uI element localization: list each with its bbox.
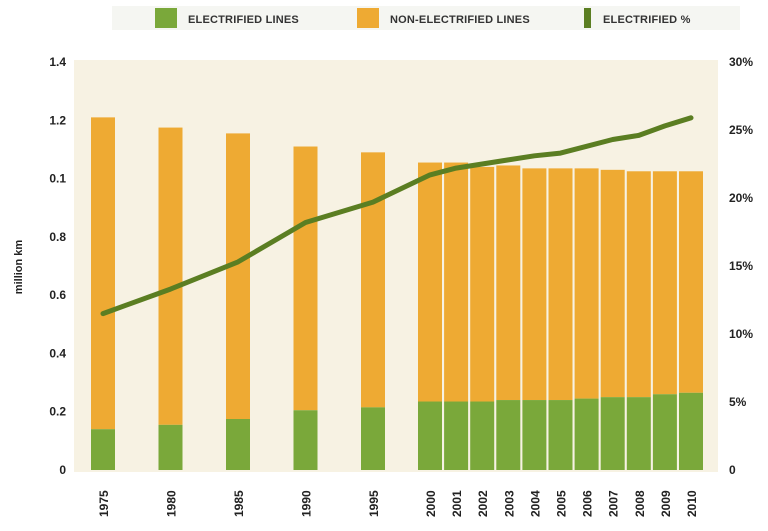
bar-non-electrified-1975 bbox=[91, 117, 115, 430]
legend-label-non-electrified: NON-ELECTRIFIED LINES bbox=[390, 14, 530, 26]
bar-electrified-2006 bbox=[574, 398, 599, 470]
bar-electrified-1995 bbox=[361, 407, 385, 470]
bar-electrified-2010 bbox=[679, 392, 703, 470]
x-tick-label-1990: 1990 bbox=[300, 490, 314, 517]
bar-electrified-2005 bbox=[548, 400, 573, 470]
right-tick-label: 10% bbox=[729, 327, 753, 341]
bar-non-electrified-2002 bbox=[470, 166, 495, 402]
x-tick-label-2001: 2001 bbox=[450, 490, 464, 517]
bar-electrified-2002 bbox=[470, 401, 495, 470]
x-tick-label-1975: 1975 bbox=[97, 490, 111, 517]
bar-electrified-1975 bbox=[91, 429, 115, 470]
right-tick-label: 5% bbox=[729, 395, 747, 409]
right-tick-label: 0 bbox=[729, 463, 736, 477]
bar-electrified-1985 bbox=[226, 419, 250, 470]
bar-electrified-2004 bbox=[522, 400, 547, 470]
y-axis-title: million km bbox=[13, 240, 25, 295]
bar-non-electrified-1980 bbox=[158, 127, 183, 425]
bar-electrified-2009 bbox=[652, 394, 677, 470]
x-tick-label-2009: 2009 bbox=[659, 490, 673, 517]
bar-non-electrified-1995 bbox=[361, 152, 385, 408]
bar-electrified-1980 bbox=[158, 424, 183, 470]
bar-electrified-2003 bbox=[496, 400, 521, 470]
x-tick-label-2005: 2005 bbox=[555, 490, 569, 517]
x-tick-label-1980: 1980 bbox=[165, 490, 179, 517]
x-tick-label-1995: 1995 bbox=[367, 490, 381, 517]
line-layer bbox=[100, 115, 694, 317]
left-tick-label: 1.4 bbox=[49, 55, 66, 69]
x-tick-label-2003: 2003 bbox=[502, 490, 516, 517]
legend-band bbox=[112, 6, 740, 30]
bar-electrified-1990 bbox=[293, 410, 318, 470]
legend-swatch-line bbox=[584, 8, 591, 28]
x-tick-label-1985: 1985 bbox=[232, 490, 246, 517]
left-tick-label: 0.1 bbox=[49, 172, 66, 186]
right-axis-ticks: 0 5% 10% 15% 20% 25% 30% bbox=[729, 55, 753, 477]
legend-swatch-electrified bbox=[155, 8, 177, 28]
right-tick-label: 30% bbox=[729, 55, 753, 69]
bar-non-electrified-2005 bbox=[548, 168, 573, 401]
left-tick-label: 0.6 bbox=[49, 288, 66, 302]
x-tick-label-2010: 2010 bbox=[685, 490, 699, 517]
legend: ELECTRIFIED LINES NON-ELECTRIFIED LINES … bbox=[112, 6, 740, 30]
x-tick-label-2007: 2007 bbox=[607, 490, 621, 517]
bar-non-electrified-2006 bbox=[574, 168, 599, 399]
right-tick-label: 20% bbox=[729, 191, 753, 205]
bars-group bbox=[91, 117, 703, 470]
bar-non-electrified-2008 bbox=[626, 171, 651, 398]
bar-electrified-2008 bbox=[626, 397, 651, 470]
bar-non-electrified-2003 bbox=[496, 165, 521, 401]
bar-electrified-2001 bbox=[444, 401, 469, 470]
right-tick-label: 25% bbox=[729, 123, 753, 137]
legend-label-line: ELECTRIFIED % bbox=[603, 14, 691, 26]
bar-electrified-2000 bbox=[418, 401, 442, 470]
x-tick-label-2006: 2006 bbox=[581, 490, 595, 517]
bar-non-electrified-2001 bbox=[444, 162, 469, 402]
electrified-percent-line bbox=[100, 115, 694, 317]
bar-non-electrified-2007 bbox=[600, 169, 625, 398]
bar-non-electrified-1990 bbox=[293, 146, 318, 411]
left-axis-ticks: 0 0.2 0.4 0.6 0.8 0.1 1.2 1.4 bbox=[49, 55, 66, 477]
left-tick-label: 0.2 bbox=[49, 405, 66, 419]
x-tick-label-2004: 2004 bbox=[528, 490, 542, 517]
legend-label-electrified: ELECTRIFIED LINES bbox=[188, 14, 299, 26]
left-tick-label: 0.4 bbox=[49, 346, 66, 360]
left-tick-label: 0 bbox=[59, 463, 66, 477]
bar-non-electrified-2009 bbox=[652, 171, 677, 395]
right-tick-label: 15% bbox=[729, 259, 753, 273]
bar-non-electrified-1985 bbox=[226, 133, 250, 419]
x-tick-label-2000: 2000 bbox=[424, 490, 438, 517]
bar-non-electrified-2000 bbox=[418, 162, 442, 402]
bar-electrified-2007 bbox=[600, 397, 625, 470]
left-tick-label: 0.8 bbox=[49, 230, 66, 244]
bar-non-electrified-2010 bbox=[679, 171, 703, 393]
x-tick-label-2002: 2002 bbox=[476, 490, 490, 517]
x-tick-label-2008: 2008 bbox=[633, 490, 647, 517]
bar-non-electrified-2004 bbox=[522, 168, 547, 401]
left-tick-label: 1.2 bbox=[49, 113, 66, 127]
legend-swatch-non-electrified bbox=[357, 8, 379, 28]
x-axis-ticks: 1975 1980 1985 1990 1995 2000 2001 2002 2003 2004… bbox=[97, 490, 699, 517]
